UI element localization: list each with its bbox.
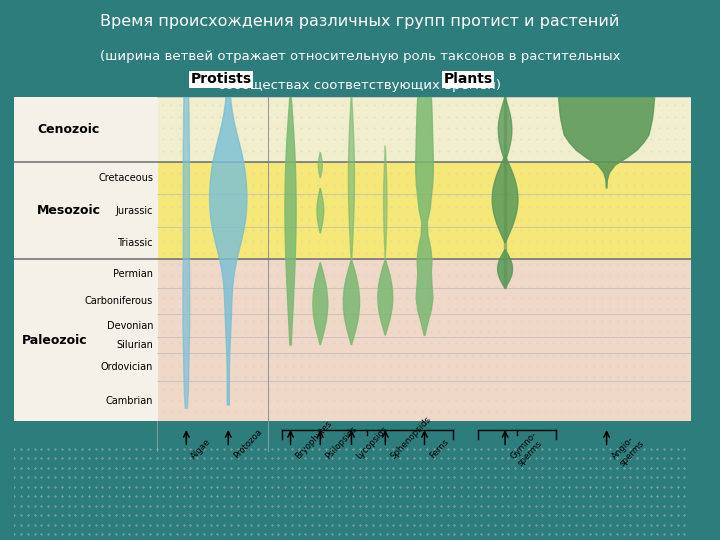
Polygon shape: [183, 97, 189, 408]
Polygon shape: [210, 97, 247, 405]
Polygon shape: [559, 97, 654, 188]
Polygon shape: [313, 262, 328, 345]
Text: Mesozoic: Mesozoic: [37, 204, 101, 217]
Bar: [156, 162, 691, 259]
Bar: [14, 97, 156, 421]
Polygon shape: [378, 259, 392, 335]
Text: Protists: Protists: [190, 72, 251, 86]
Text: Cambrian: Cambrian: [106, 396, 153, 406]
Polygon shape: [492, 156, 518, 243]
Text: сообществах соответствующих времен): сообществах соответствующих времен): [218, 79, 502, 92]
Text: Silurian: Silurian: [116, 340, 153, 350]
Text: Sphenopsids: Sphenopsids: [389, 414, 433, 461]
Polygon shape: [384, 146, 387, 259]
Text: Bryophytes: Bryophytes: [294, 418, 334, 461]
Text: Ordovician: Ordovician: [101, 362, 153, 372]
Text: Cenozoic: Cenozoic: [37, 123, 99, 136]
Text: Lycopsids: Lycopsids: [355, 424, 390, 461]
Text: Cretaceous: Cretaceous: [98, 173, 153, 183]
Polygon shape: [318, 152, 323, 178]
Bar: [156, 259, 691, 421]
Polygon shape: [317, 188, 324, 233]
Polygon shape: [348, 97, 354, 259]
Polygon shape: [498, 249, 513, 288]
Polygon shape: [285, 97, 296, 345]
Text: Jurassic: Jurassic: [116, 206, 153, 215]
Text: Psilopsids: Psilopsids: [324, 424, 359, 461]
Text: Devonian: Devonian: [107, 321, 153, 330]
Text: Carboniferous: Carboniferous: [85, 296, 153, 306]
Text: Permian: Permian: [113, 269, 153, 279]
Text: Gymno-
sperms: Gymno- sperms: [508, 429, 546, 468]
Polygon shape: [415, 97, 433, 335]
Polygon shape: [498, 97, 512, 162]
Text: Время происхождения различных групп протист и растений: Время происхождения различных групп прот…: [100, 14, 620, 29]
Text: Algae: Algae: [189, 437, 213, 461]
Text: (ширина ветвей отражает относительную роль таксонов в растительных: (ширина ветвей отражает относительную ро…: [100, 50, 620, 63]
Text: Ferns: Ferns: [428, 437, 451, 461]
Polygon shape: [343, 259, 359, 345]
Text: Triassic: Triassic: [117, 238, 153, 248]
Text: Angio-
sperms: Angio- sperms: [610, 431, 646, 468]
Bar: [156, 97, 691, 162]
Text: Protozoa: Protozoa: [232, 427, 264, 461]
Text: Plants: Plants: [444, 72, 492, 86]
Text: Paleozoic: Paleozoic: [22, 334, 88, 347]
